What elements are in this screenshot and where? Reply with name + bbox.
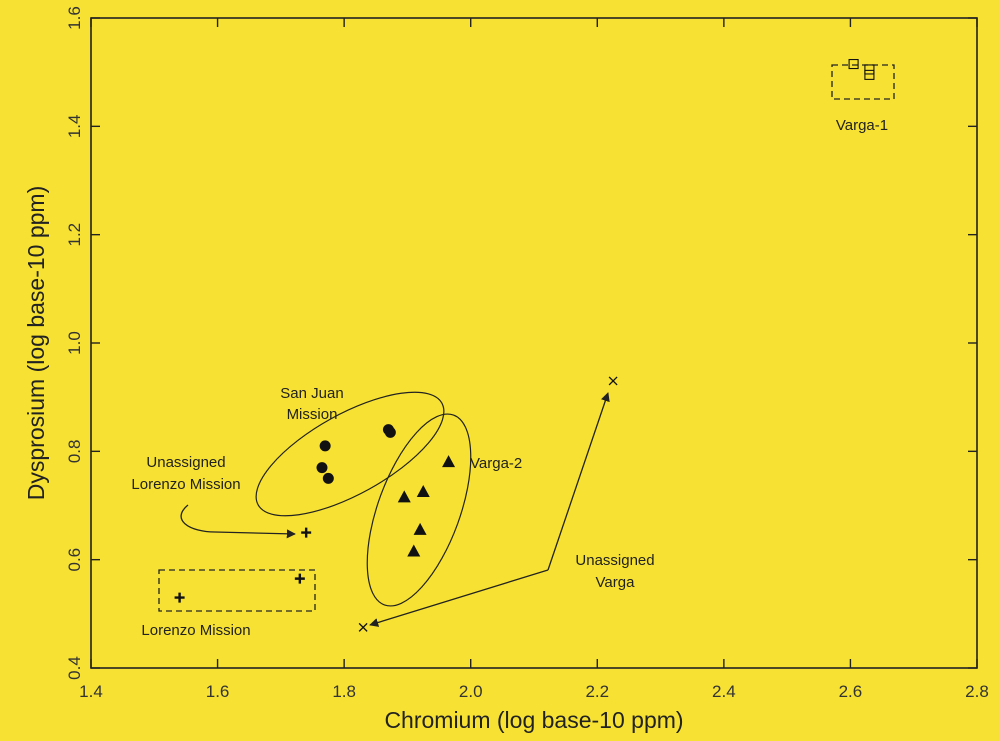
- varga-1-label: Varga-1: [836, 117, 888, 134]
- y-axis-title: Dysprosium (log base-10 ppm): [23, 186, 49, 500]
- varga-2-label: Varga-2: [470, 455, 522, 472]
- y-tick-label: 1.4: [65, 115, 84, 139]
- san-juan-mission-ellipse: [255, 391, 445, 517]
- y-tick-label: 0.8: [65, 440, 84, 464]
- unassigned-lorenzo-mission-point-0: [301, 527, 312, 538]
- unassigned-varga-label-line2: Varga: [596, 574, 636, 591]
- varga-1-box: [831, 64, 895, 100]
- san-juan-label-line1: San Juan: [280, 385, 343, 402]
- unassigned-varga-label-line1: Unassigned: [575, 552, 654, 569]
- san-juan-mission-point-0: [319, 440, 331, 452]
- varga-1-point-0: [848, 58, 859, 70]
- x-tick-label: 1.8: [332, 682, 356, 701]
- san-juan-label-line2: Mission: [287, 406, 338, 423]
- y-tick-label: 1.2: [65, 223, 84, 247]
- y-tick-label: 0.6: [65, 548, 84, 572]
- x-tick-label: 2.8: [965, 682, 989, 701]
- unassigned-lorenzo-label-line2: Lorenzo Mission: [131, 476, 240, 493]
- x-tick-label: 2.6: [839, 682, 863, 701]
- varga-2-ellipse: [366, 413, 472, 607]
- varga-2-point-3: [413, 522, 427, 535]
- x-tick-label: 1.4: [79, 682, 103, 701]
- varga-2-point-0: [442, 455, 456, 468]
- x-axis-title: Chromium (log base-10 ppm): [384, 707, 683, 733]
- san-juan-mission-point-4: [384, 426, 396, 438]
- unassigned-varga-point-0: [608, 376, 618, 386]
- y-tick-label: 0.4: [65, 656, 84, 680]
- lorenzo-mission-point-1: [294, 573, 305, 584]
- varga-1-point-1: [864, 64, 875, 75]
- varga-2-point-4: [407, 544, 421, 557]
- x-tick-label: 2.0: [459, 682, 483, 701]
- x-tick-label: 2.2: [585, 682, 609, 701]
- lorenzo-mission-label: Lorenzo Mission: [141, 622, 250, 639]
- y-tick-label: 1.6: [65, 6, 84, 30]
- y-tick-label: 1.0: [65, 331, 84, 355]
- varga-1-point-2: [864, 69, 875, 80]
- unassigned-lorenzo-arrow: [180, 504, 296, 539]
- san-juan-mission-point-2: [322, 472, 334, 484]
- varga-2-point-1: [397, 490, 411, 503]
- unassigned-varga-arrow-down: [369, 569, 549, 627]
- unassigned-lorenzo-label-line1: Unassigned: [146, 454, 225, 471]
- x-tick-label: 1.6: [206, 682, 230, 701]
- san-juan-mission-point-1: [316, 462, 328, 474]
- lorenzo-mission-box: [158, 569, 316, 612]
- axis-ticks: [90, 17, 978, 669]
- tick-labels: 1.4 1.6 1.8 2.0 2.2 2.4 2.6 2.8 0.4 0.6 0.8 1.0 1.2 1…: [65, 6, 989, 701]
- x-tick-label: 2.4: [712, 682, 736, 701]
- varga-2-point-2: [416, 484, 430, 497]
- unassigned-varga-point-1: [358, 622, 368, 632]
- unassigned-varga-arrow-up: [547, 392, 610, 571]
- data-points: [174, 58, 875, 632]
- lorenzo-mission-point-0: [174, 592, 185, 603]
